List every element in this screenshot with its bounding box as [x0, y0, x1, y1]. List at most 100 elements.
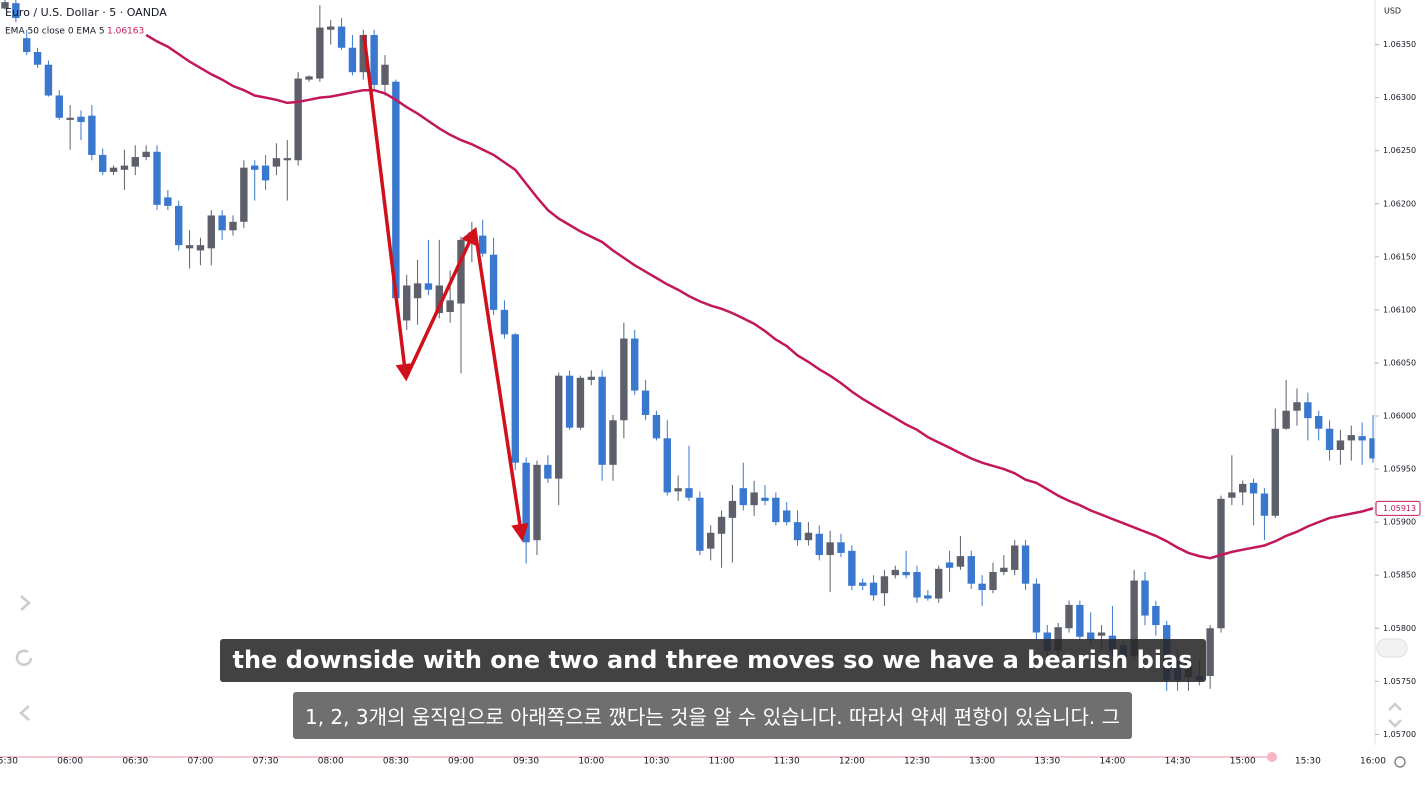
expand-button[interactable]	[1388, 702, 1402, 728]
candle-body	[12, 3, 20, 19]
candle-body	[967, 556, 975, 584]
candle-body	[761, 497, 769, 501]
candle-body	[989, 572, 997, 591]
candle-body	[1065, 604, 1073, 629]
candle-body	[479, 235, 487, 254]
candle-body	[804, 532, 813, 541]
toggle[interactable]	[1376, 638, 1408, 658]
candle-body	[337, 26, 346, 48]
y-tick-label: 1.05900	[1383, 518, 1416, 527]
x-tick-label: 10:30	[643, 757, 669, 767]
candle-body	[1358, 436, 1366, 441]
candle-body	[880, 576, 889, 594]
candle-body	[707, 532, 715, 549]
next-button[interactable]	[20, 595, 31, 611]
candle-body	[663, 438, 671, 493]
candle-body	[88, 115, 96, 155]
settings-button[interactable]	[1394, 756, 1406, 768]
candle-body	[685, 488, 693, 498]
candle-body	[750, 492, 758, 506]
candle-body	[457, 239, 465, 304]
progress-handle[interactable]	[1267, 752, 1277, 762]
candle-body	[1282, 410, 1290, 429]
candle-body	[772, 497, 780, 523]
candle-body	[500, 309, 509, 335]
candle-body	[696, 497, 704, 551]
arrow	[473, 229, 529, 542]
candle-body	[913, 572, 921, 598]
subtitle-english-box: the downside with one two and three move…	[0, 639, 1425, 682]
x-tick-label: 14:30	[1165, 757, 1191, 767]
candle-body	[66, 117, 74, 120]
candle-body	[1239, 483, 1247, 493]
x-tick-label: 13:00	[969, 757, 995, 767]
candle-body	[131, 157, 139, 167]
y-tick-label: 1.05700	[1383, 730, 1416, 739]
candle-body	[109, 167, 118, 172]
candle-body	[1217, 498, 1225, 629]
ema-legend: EMA 50 close 0 EMA 5	[5, 27, 105, 37]
candle-body	[1249, 482, 1258, 494]
candle-body	[641, 390, 650, 415]
candle-body	[218, 215, 226, 231]
candle-body	[1000, 567, 1008, 573]
candle-body	[859, 582, 867, 586]
replay-button[interactable]	[15, 649, 33, 666]
x-tick-label: 11:30	[774, 757, 800, 767]
x-tick-label: 06:00	[57, 757, 83, 767]
candle-body	[153, 151, 161, 205]
candle-body	[1141, 580, 1149, 616]
candle-body	[1293, 402, 1301, 411]
candle-body	[1228, 492, 1236, 498]
candle-body	[717, 516, 726, 534]
candle-body	[261, 165, 270, 181]
x-tick-label: 09:30	[513, 757, 539, 767]
candle-body	[945, 562, 954, 568]
candle-body	[283, 158, 291, 161]
x-tick-label: 07:00	[187, 757, 213, 767]
candle-body	[381, 64, 389, 85]
candle-body	[848, 550, 856, 586]
candle-body	[1021, 545, 1030, 584]
candle-body	[316, 27, 324, 79]
candle-body	[77, 116, 85, 123]
candle-body	[142, 151, 150, 158]
candle-body	[728, 500, 737, 518]
candle-body	[272, 158, 281, 167]
candle-body	[1076, 604, 1084, 637]
candle-body	[435, 285, 443, 314]
x-tick-label: 10:00	[578, 757, 604, 767]
candle-body	[1, 2, 9, 9]
candle-body	[196, 245, 205, 251]
candle-body	[576, 377, 585, 428]
prev-button[interactable]	[19, 705, 30, 721]
candle-body	[55, 95, 63, 118]
candle-body	[446, 300, 454, 313]
candle-body	[1054, 627, 1062, 651]
candle-body	[207, 215, 215, 249]
candle-body	[815, 533, 823, 556]
x-tick-label: 05:30	[0, 757, 18, 767]
candle-body	[44, 64, 53, 96]
candle-body	[120, 165, 129, 170]
candle-body	[674, 488, 682, 492]
x-tick-label: 08:00	[318, 757, 344, 767]
candle-body	[33, 52, 42, 65]
y-tick-label: 1.06000	[1383, 412, 1416, 421]
candle-body	[348, 47, 357, 73]
candle-body	[185, 245, 194, 249]
candle-body	[294, 78, 302, 161]
subtitle-english: the downside with one two and three move…	[219, 639, 1206, 682]
video-controls	[15, 595, 1406, 768]
y-tick-label: 1.06050	[1383, 358, 1416, 367]
currency-label: USD	[1384, 7, 1401, 16]
candle-body	[891, 569, 899, 576]
candle-body	[1087, 632, 1095, 640]
candle-body	[1032, 583, 1041, 633]
candle-body	[1315, 416, 1323, 429]
y-tick-label: 1.05950	[1383, 465, 1416, 474]
y-tick-label: 1.06300	[1383, 93, 1416, 102]
candle-body	[956, 556, 965, 567]
candle-body	[327, 26, 335, 30]
candle-body	[902, 572, 910, 576]
